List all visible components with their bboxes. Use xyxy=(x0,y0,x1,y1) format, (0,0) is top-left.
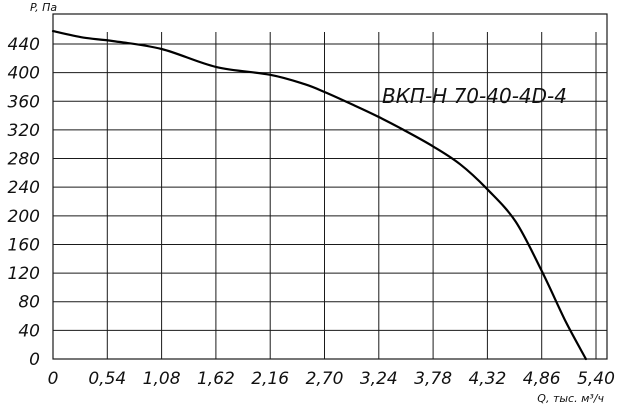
x-tick-label: 0 xyxy=(48,369,59,389)
x-tick-label: 4,32 xyxy=(468,369,506,389)
plot-frame xyxy=(52,13,608,360)
x-tick-label: 2,70 xyxy=(306,369,344,389)
y-tick-label: 440 xyxy=(8,35,40,55)
y-tick-label: 360 xyxy=(8,92,40,112)
y-tick-label: 240 xyxy=(8,178,40,198)
x-tick-label: 1,08 xyxy=(143,369,181,389)
x-tick-label: 4,86 xyxy=(523,369,561,389)
chart-title: ВКП-Н 70-40-4D-4 xyxy=(382,84,567,108)
y-axis-label: P, Па xyxy=(30,1,57,14)
y-tick-label: 280 xyxy=(8,150,40,170)
y-tick-label: 320 xyxy=(8,121,40,141)
x-tick-label: 5,40 xyxy=(577,369,615,389)
y-tick-label: 0 xyxy=(29,350,40,370)
y-tick-label: 80 xyxy=(18,293,40,313)
grid xyxy=(53,32,607,359)
x-tick-label: 0,54 xyxy=(88,369,126,389)
x-axis-label: Q, тыс. м³/ч xyxy=(537,392,604,405)
x-tick-label: 3,78 xyxy=(414,369,452,389)
pressure-curve xyxy=(51,30,587,361)
tick-labels: 0 0,54 1,08 1,62 2,16 2,70 3,24 3,78 4,32 4,86 5,4… xyxy=(8,35,615,389)
y-tick-label: 400 xyxy=(8,64,40,84)
x-tick-label: 3,24 xyxy=(360,369,398,389)
x-tick-label: 2,16 xyxy=(251,369,289,389)
curve-layer xyxy=(51,30,587,361)
y-tick-label: 40 xyxy=(18,321,40,341)
y-tick-label: 160 xyxy=(8,235,40,255)
y-tick-label: 120 xyxy=(8,264,40,284)
y-tick-label: 200 xyxy=(8,207,40,227)
x-tick-label: 1,62 xyxy=(197,369,235,389)
